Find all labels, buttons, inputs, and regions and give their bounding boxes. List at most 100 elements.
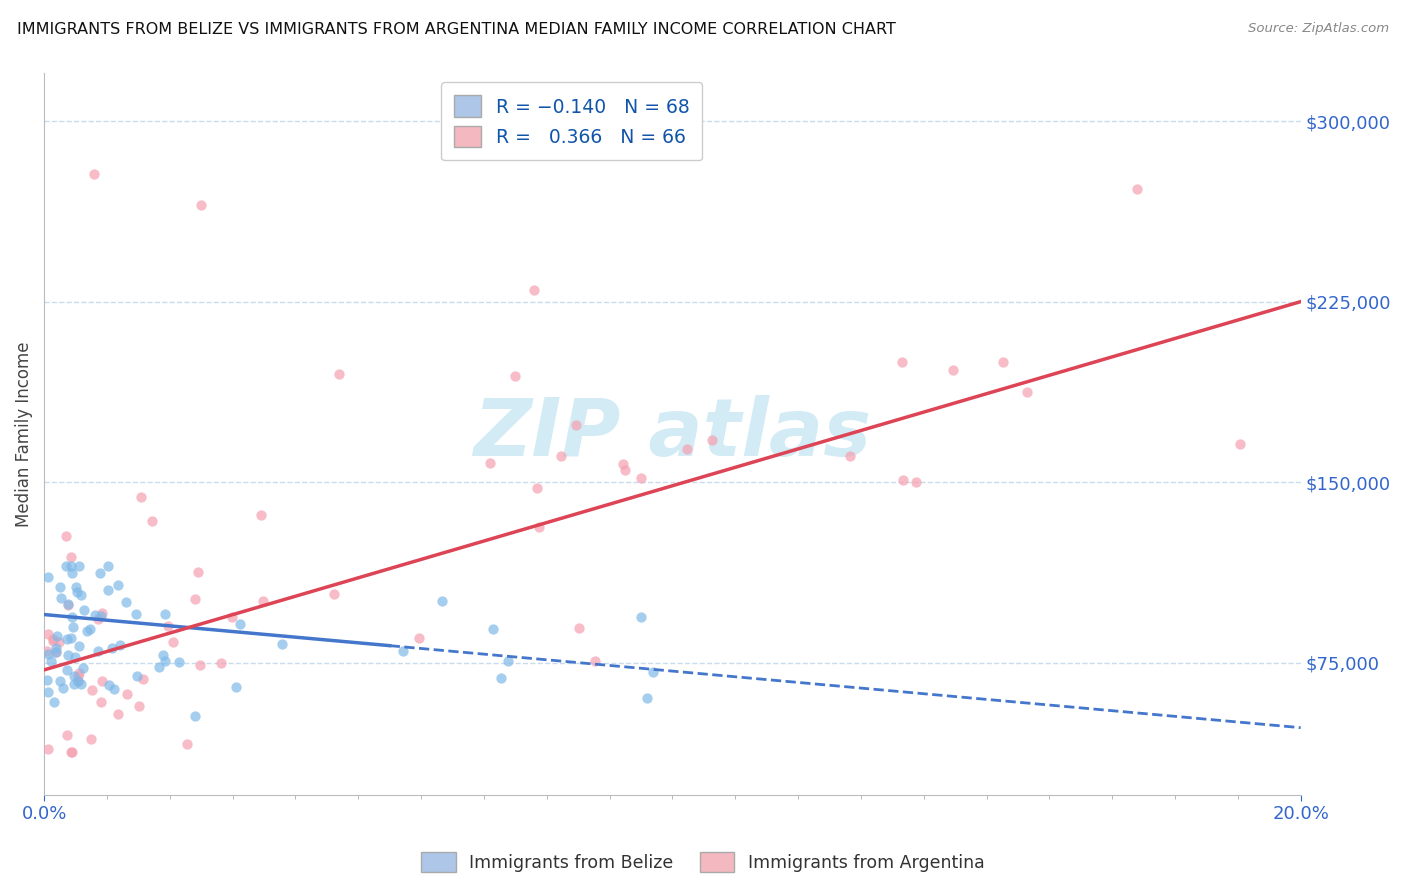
Point <box>45 645 67 659</box>
Point <box>42 695 65 709</box>
Point <box>187 566 209 580</box>
Point <box>479 456 502 470</box>
Point <box>70 677 93 691</box>
Point <box>891 355 914 369</box>
Point <box>101 641 124 656</box>
Point <box>526 481 548 495</box>
Point <box>115 594 138 608</box>
Point <box>45 640 67 655</box>
Point <box>48 634 70 648</box>
Point <box>162 635 184 649</box>
Point <box>59 745 82 759</box>
Point <box>83 607 105 622</box>
Point <box>229 617 252 632</box>
Point <box>79 623 101 637</box>
Point <box>97 582 120 597</box>
Point <box>76 624 98 638</box>
Point <box>42 634 65 648</box>
Point <box>676 442 699 456</box>
Point <box>270 636 292 650</box>
Point <box>941 363 963 377</box>
Point <box>131 672 153 686</box>
Point <box>1126 181 1149 195</box>
Point <box>63 649 86 664</box>
Point <box>66 585 89 599</box>
Point <box>87 643 110 657</box>
Point <box>188 658 211 673</box>
Point <box>614 463 637 477</box>
Point <box>56 664 79 678</box>
Point <box>73 602 96 616</box>
Point <box>97 678 120 692</box>
Point <box>65 580 87 594</box>
Point <box>430 594 453 608</box>
Point <box>157 619 180 633</box>
Point <box>125 669 148 683</box>
Legend: R = −0.140   N = 68, R =   0.366   N = 66: R = −0.140 N = 68, R = 0.366 N = 66 <box>441 82 703 161</box>
Point <box>167 655 190 669</box>
Point <box>60 610 83 624</box>
Point <box>190 198 212 212</box>
Point <box>60 566 83 581</box>
Point <box>67 666 90 681</box>
Point <box>67 559 90 574</box>
Point <box>55 529 77 543</box>
Point <box>56 648 79 663</box>
Point <box>323 587 346 601</box>
Point <box>408 632 430 646</box>
Point <box>63 677 86 691</box>
Point <box>91 674 114 689</box>
Point <box>991 355 1014 369</box>
Text: IMMIGRANTS FROM BELIZE VS IMMIGRANTS FROM ARGENTINA MEDIAN FAMILY INCOME CORRELA: IMMIGRANTS FROM BELIZE VS IMMIGRANTS FRO… <box>17 22 896 37</box>
Point <box>67 669 90 683</box>
Point <box>97 559 120 574</box>
Point <box>37 673 59 687</box>
Point <box>839 449 862 463</box>
Point <box>60 559 83 574</box>
Point <box>62 620 84 634</box>
Point <box>124 607 146 622</box>
Point <box>129 490 152 504</box>
Point <box>37 644 59 658</box>
Point <box>107 577 129 591</box>
Text: Source: ZipAtlas.com: Source: ZipAtlas.com <box>1249 22 1389 36</box>
Point <box>46 630 69 644</box>
Point <box>37 570 59 584</box>
Point <box>568 621 591 635</box>
Point <box>489 671 512 685</box>
Point <box>1229 437 1251 451</box>
Point <box>60 745 83 759</box>
Point <box>612 457 634 471</box>
Point <box>250 508 273 523</box>
Point <box>252 593 274 607</box>
Point <box>225 681 247 695</box>
Point <box>55 559 77 574</box>
Point <box>636 691 658 706</box>
Point <box>49 580 72 594</box>
Point <box>153 654 176 668</box>
Point <box>221 610 243 624</box>
Point <box>63 668 86 682</box>
Point <box>89 566 111 581</box>
Point <box>641 665 664 679</box>
Point <box>328 367 350 381</box>
Point <box>550 450 572 464</box>
Point <box>583 654 606 668</box>
Point <box>42 632 65 646</box>
Point <box>103 682 125 697</box>
Point <box>59 632 82 646</box>
Point <box>630 471 652 485</box>
Point <box>37 627 59 641</box>
Point <box>67 640 90 654</box>
Text: ZIP atlas: ZIP atlas <box>474 395 872 473</box>
Point <box>527 520 550 534</box>
Point <box>60 549 83 564</box>
Point <box>107 707 129 722</box>
Point <box>58 597 80 611</box>
Point <box>141 514 163 528</box>
Point <box>184 708 207 723</box>
Point <box>153 607 176 621</box>
Point <box>148 659 170 673</box>
Point <box>503 368 526 383</box>
Point <box>37 685 59 699</box>
